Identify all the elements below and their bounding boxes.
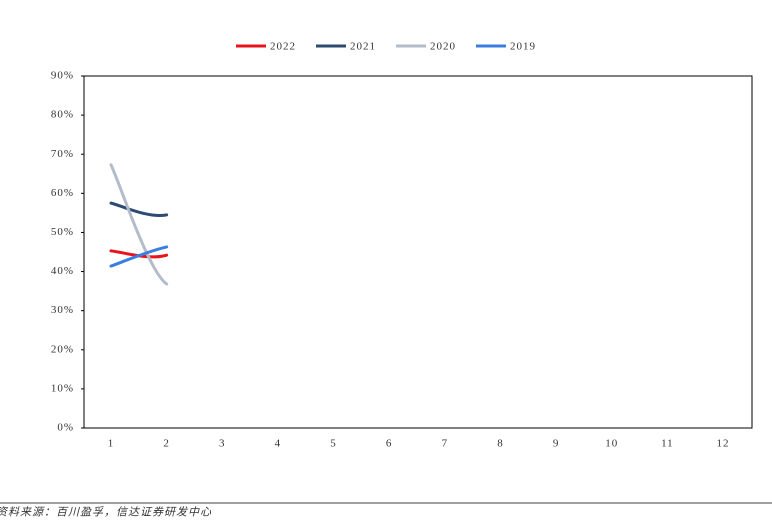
y-tick-label: 0% [57, 422, 74, 434]
y-tick-label: 50% [51, 226, 74, 238]
plot-frame [83, 75, 753, 429]
legend-label: 2022 [270, 41, 296, 53]
y-tick-label: 60% [51, 187, 74, 199]
y-tick-label: 30% [51, 304, 74, 316]
legend-label: 2021 [350, 41, 376, 53]
x-tick-label: 1 [108, 438, 115, 450]
x-tick-label: 11 [661, 438, 674, 450]
x-tick-label: 12 [717, 438, 730, 450]
y-tick-label: 70% [51, 148, 74, 160]
source-note: 资料来源：百川盈孚，信达证券研发中心 [0, 506, 212, 519]
y-tick-label: 90% [51, 70, 74, 82]
y-tick-label: 10% [51, 382, 74, 394]
x-tick-label: 3 [219, 438, 226, 450]
y-tick-label: 80% [51, 109, 74, 121]
x-tick-label: 10 [605, 438, 618, 450]
series-line [109, 249, 169, 259]
legend-label: 2020 [430, 41, 456, 53]
series-line [109, 201, 169, 218]
x-tick-label: 5 [330, 438, 337, 450]
series-line [109, 245, 169, 268]
y-tick-label: 40% [51, 265, 74, 277]
y-tick-label: 20% [51, 343, 74, 355]
x-tick-label: 6 [386, 438, 393, 450]
x-tick-label: 2 [163, 438, 170, 450]
x-tick-label: 4 [275, 438, 282, 450]
legend-label: 2019 [510, 41, 536, 53]
x-tick-label: 8 [497, 438, 504, 450]
x-tick-label: 7 [442, 438, 449, 450]
series-line [109, 163, 169, 286]
x-tick-label: 9 [553, 438, 560, 450]
